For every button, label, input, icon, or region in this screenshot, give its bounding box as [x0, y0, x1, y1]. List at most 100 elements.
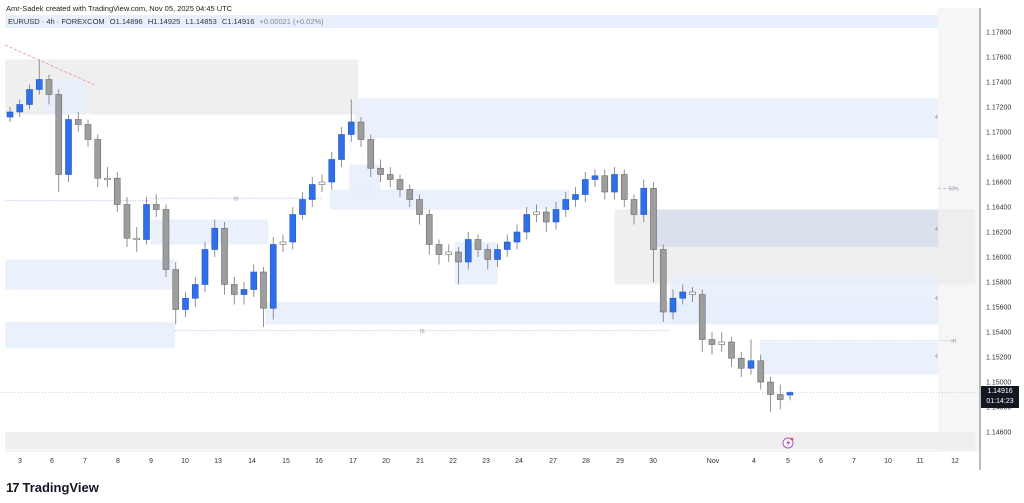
trend-line — [4, 44, 96, 86]
legend-low: L1.14853 — [185, 17, 217, 26]
candle — [94, 134, 102, 187]
candle-body — [191, 284, 199, 299]
candle — [620, 169, 628, 207]
candle-body — [708, 339, 716, 345]
tradingview-logo-icon: 17 — [6, 480, 20, 495]
candle-body — [289, 214, 297, 243]
zone-blue — [5, 259, 175, 290]
zone-blue — [355, 98, 939, 139]
zone-blue-dark — [653, 209, 939, 247]
zone-blue — [670, 274, 939, 324]
candle — [445, 244, 453, 262]
candle-body — [152, 204, 160, 210]
price-tick-label: 1.17800 — [986, 30, 1011, 37]
candle-body — [416, 199, 423, 215]
candle-body — [542, 211, 550, 223]
time-tick-label: 27 — [549, 458, 557, 465]
candle — [299, 192, 306, 220]
candle — [747, 339, 755, 375]
zone-blue — [329, 189, 570, 210]
candle-body — [182, 297, 189, 310]
lightning-icon[interactable] — [782, 437, 794, 449]
tradingview-footer: 17 TradingView — [6, 480, 99, 495]
candle — [84, 119, 92, 147]
time-tick-label: 11 — [916, 458, 923, 465]
candle — [698, 289, 706, 352]
legend-symbol[interactable]: EURUSD · 4h · FOREXCOM — [8, 17, 105, 26]
candle — [318, 174, 326, 192]
time-tick-label: 5 — [786, 458, 790, 465]
price-tick-label: 1.15800 — [986, 280, 1011, 287]
candle-body — [260, 271, 267, 309]
candle-body — [464, 239, 472, 263]
candle-body — [84, 124, 92, 140]
candle — [26, 84, 33, 110]
candle-body — [445, 251, 453, 255]
candle — [523, 207, 531, 240]
candle-body — [679, 291, 687, 299]
candle — [650, 182, 657, 282]
price-tick-label: 1.15400 — [986, 330, 1011, 337]
price-tick-label: 1.14600 — [986, 430, 1011, 437]
time-tick-label: 22 — [449, 458, 457, 465]
candle-body — [494, 249, 501, 260]
candle — [152, 194, 160, 217]
candle — [74, 112, 82, 132]
candle — [679, 284, 687, 305]
candle — [425, 209, 433, 255]
candle — [230, 277, 238, 305]
price-tick-label: 1.17400 — [986, 80, 1011, 87]
candle-body — [718, 341, 726, 345]
candle-body — [201, 249, 209, 285]
candle-body — [143, 204, 150, 240]
level-label: 50% — [949, 186, 960, 192]
candle — [113, 172, 121, 212]
zone-grey — [5, 432, 976, 450]
candle-body — [308, 184, 316, 200]
candle — [123, 197, 131, 247]
candle-body — [269, 244, 277, 309]
level-label: IH — [951, 339, 956, 345]
candle-body — [6, 111, 14, 118]
time-tick-label: 10 — [884, 458, 892, 465]
time-tick-label: 29 — [616, 458, 624, 465]
zone-label: 4 — [935, 354, 938, 360]
candle — [464, 232, 472, 270]
candle — [240, 282, 248, 305]
price-tick-label: 1.16200 — [986, 230, 1011, 237]
candle-body — [601, 175, 609, 193]
candle-body — [396, 179, 404, 190]
candle-body — [640, 187, 648, 215]
time-tick-label: 10 — [181, 458, 189, 465]
time-tick-label: 24 — [515, 458, 523, 465]
candle — [55, 89, 63, 192]
candle — [269, 237, 277, 320]
candle — [776, 384, 784, 410]
candle-body — [737, 357, 745, 369]
candle-body — [689, 291, 696, 295]
candle — [133, 227, 141, 252]
time-tick-label: 16 — [315, 458, 323, 465]
candle — [338, 127, 345, 167]
candle-body — [65, 119, 72, 175]
candle — [435, 239, 443, 265]
candle-body — [221, 227, 228, 285]
candle-body — [562, 199, 570, 210]
price-tick-label: 1.16400 — [986, 205, 1011, 212]
created-with-watermark: Amr-Sadek created with TradingView.com, … — [6, 4, 233, 13]
candle — [104, 167, 111, 187]
candle — [406, 184, 414, 207]
time-tick-label: 4 — [752, 458, 756, 465]
time-tick-label: 20 — [382, 458, 390, 465]
time-tick-label: 23 — [482, 458, 490, 465]
candle — [552, 202, 560, 230]
brand-name: TradingView — [22, 480, 99, 495]
candle-body — [230, 284, 238, 295]
candle-body — [552, 209, 560, 223]
candle-body — [35, 79, 43, 90]
candle-body — [728, 341, 735, 359]
time-tick-label: 6 — [50, 458, 54, 465]
candle-body — [55, 94, 63, 175]
candle — [308, 177, 316, 207]
